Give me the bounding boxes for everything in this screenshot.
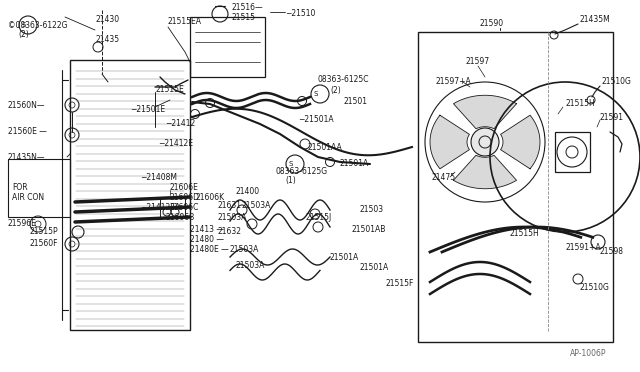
- Text: 21480 —: 21480 —: [190, 234, 224, 244]
- Text: 21501A: 21501A: [340, 160, 369, 169]
- Text: 21606D: 21606D: [170, 192, 200, 202]
- Text: 21632: 21632: [217, 227, 241, 235]
- Text: S: S: [314, 91, 318, 97]
- Text: −21501A: −21501A: [298, 115, 333, 125]
- Text: 21510G: 21510G: [602, 77, 632, 87]
- Text: 21516—: 21516—: [232, 3, 264, 13]
- Text: 21501AB: 21501AB: [352, 225, 387, 234]
- Text: 21606E: 21606E: [170, 183, 199, 192]
- Text: 21503A: 21503A: [242, 201, 271, 209]
- Text: 21503A: 21503A: [230, 246, 259, 254]
- Polygon shape: [454, 155, 516, 189]
- Bar: [8, 159, 70, 217]
- Text: 21510G: 21510G: [580, 282, 610, 292]
- Circle shape: [471, 128, 499, 156]
- Bar: [160, 197, 185, 217]
- Text: 21606K: 21606K: [195, 192, 224, 202]
- Text: (2): (2): [18, 29, 29, 38]
- Polygon shape: [430, 115, 469, 169]
- Text: 21501: 21501: [343, 97, 367, 106]
- Text: 21515—: 21515—: [232, 13, 264, 22]
- Text: 21560F: 21560F: [30, 240, 58, 248]
- Text: 08363-6125C: 08363-6125C: [318, 76, 369, 84]
- Text: 21597+A: 21597+A: [435, 77, 471, 87]
- Text: 21501AA: 21501AA: [308, 142, 343, 151]
- Text: 21503A: 21503A: [235, 260, 264, 269]
- Text: AP-1006P: AP-1006P: [570, 350, 607, 359]
- Text: 21597: 21597: [466, 58, 490, 67]
- Text: 08363-6125G: 08363-6125G: [276, 167, 328, 176]
- Text: 21515F: 21515F: [385, 279, 413, 289]
- Text: AIR CON: AIR CON: [12, 192, 44, 202]
- Text: 21598: 21598: [600, 247, 624, 257]
- Text: 21400: 21400: [235, 187, 259, 196]
- Bar: [555, 132, 590, 172]
- Text: 21560N—: 21560N—: [8, 100, 45, 109]
- Text: 21515EA: 21515EA: [168, 17, 202, 26]
- Text: 21515E: 21515E: [155, 86, 184, 94]
- Text: (2): (2): [330, 86, 340, 94]
- Text: 21435M: 21435M: [580, 16, 611, 25]
- Text: −21412E: −21412E: [158, 140, 193, 148]
- Text: 21475: 21475: [432, 173, 456, 182]
- Text: 21515J: 21515J: [305, 212, 332, 221]
- Text: 21503A: 21503A: [217, 212, 246, 221]
- Bar: [70, 60, 190, 330]
- Text: 21606C: 21606C: [170, 202, 200, 212]
- Text: −21408M: −21408M: [140, 173, 177, 182]
- Text: 21515H: 21515H: [565, 99, 595, 109]
- Text: 21591: 21591: [600, 112, 624, 122]
- Text: −21501E: −21501E: [130, 106, 165, 115]
- Text: S: S: [22, 22, 26, 28]
- Bar: [190, 17, 265, 77]
- Polygon shape: [500, 115, 540, 169]
- Text: 21515H: 21515H: [510, 230, 540, 238]
- Text: 21480E —: 21480E —: [190, 244, 228, 253]
- Text: −21412EA: −21412EA: [140, 202, 180, 212]
- Text: 21413 —: 21413 —: [190, 224, 224, 234]
- Text: 21560E —: 21560E —: [8, 128, 47, 137]
- Polygon shape: [454, 95, 516, 129]
- Text: 21591+A: 21591+A: [565, 243, 600, 251]
- Text: 21596E: 21596E: [8, 219, 37, 228]
- Text: 21503: 21503: [360, 205, 384, 215]
- Text: FOR: FOR: [12, 183, 28, 192]
- Text: 21435: 21435: [95, 35, 119, 44]
- Text: 21631: 21631: [217, 201, 241, 209]
- Text: 21501A: 21501A: [360, 263, 389, 272]
- Text: ©08363-6122G: ©08363-6122G: [8, 20, 67, 29]
- Text: −21510: −21510: [285, 10, 316, 19]
- Text: S: S: [289, 161, 293, 167]
- Text: 21515P: 21515P: [30, 228, 59, 237]
- Text: 21606B: 21606B: [165, 212, 195, 221]
- Text: 21435N—: 21435N—: [8, 153, 45, 161]
- Text: (1): (1): [285, 176, 296, 186]
- Bar: [418, 32, 613, 342]
- Text: 21430: 21430: [95, 15, 119, 23]
- Text: 21590: 21590: [480, 19, 504, 29]
- Text: −21412: −21412: [165, 119, 195, 128]
- Text: 21501A: 21501A: [330, 253, 359, 262]
